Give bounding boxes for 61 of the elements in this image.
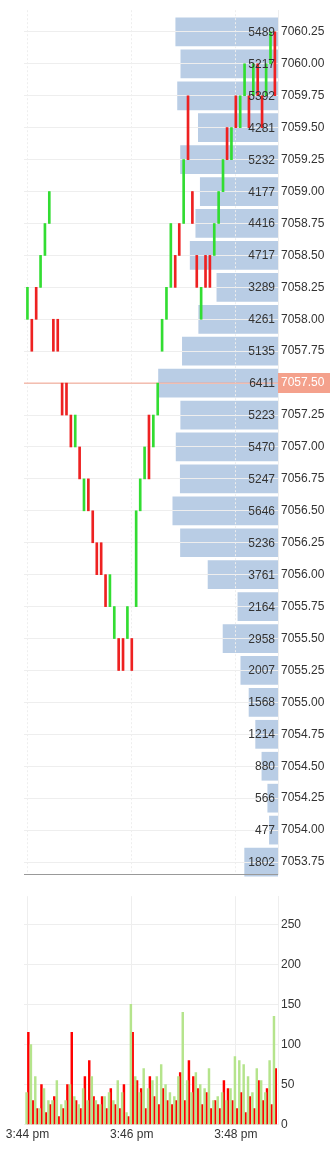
y-tick-label: 7056.25 <box>281 535 325 550</box>
y-tick-label: 7059.00 <box>281 183 325 198</box>
y-tick-label: 7060.25 <box>281 24 325 39</box>
data-label: 566 <box>254 791 275 806</box>
data-label: 6411 <box>249 376 275 391</box>
data-label: 5247 <box>248 471 275 486</box>
data-label: 4261 <box>248 312 275 327</box>
y-tick-label: 7055.25 <box>281 662 325 677</box>
y-tick-label: 7057.75 <box>281 343 325 358</box>
y-tick-label: 7057.00 <box>281 439 325 454</box>
data-label: 3289 <box>248 280 275 295</box>
y-tick-label: 7053.75 <box>281 854 325 869</box>
y-tick-label: 0 <box>281 1116 288 1131</box>
data-label: 4281 <box>248 120 275 135</box>
data-label: 1568 <box>248 695 275 710</box>
y-tick-label: 7054.75 <box>281 726 325 741</box>
x-tick-label: 3:48 pm <box>214 1127 258 1142</box>
y-tick-label: 7057.25 <box>281 407 325 422</box>
data-label: 4717 <box>248 248 275 263</box>
data-label: 5236 <box>248 535 275 550</box>
y-tick-label: 7056.75 <box>281 471 325 486</box>
y-tick-label: 7058.75 <box>281 215 325 230</box>
y-tick-label: 150 <box>281 996 302 1011</box>
y-tick-label: 7054.00 <box>281 822 325 837</box>
data-label: 1802 <box>248 855 275 870</box>
y-tick-label: 7058.50 <box>281 247 325 262</box>
data-label: 3761 <box>248 567 275 582</box>
x-tick-label: 3:44 pm <box>5 1127 50 1142</box>
ref-line-label: 7057.50 <box>281 375 325 390</box>
data-label: 4416 <box>248 216 275 231</box>
data-label: 1214 <box>248 727 275 742</box>
y-tick-label: 7055.50 <box>281 630 325 645</box>
data-label: 880 <box>254 759 275 774</box>
y-tick-label: 7056.50 <box>281 503 325 518</box>
data-label: 5646 <box>248 503 275 518</box>
y-tick-label: 7055.75 <box>281 598 325 613</box>
y-tick-label: 200 <box>281 956 302 971</box>
y-tick-label: 7060.00 <box>281 56 325 71</box>
data-label: 5470 <box>248 439 275 454</box>
y-tick-label: 7054.25 <box>281 790 325 805</box>
data-label: 4177 <box>248 184 275 199</box>
y-tick-label: 7058.25 <box>281 279 325 294</box>
y-tick-label: 7055.00 <box>281 694 325 709</box>
y-tick-label: 7059.50 <box>281 120 325 135</box>
y-tick-label: 7058.00 <box>281 311 325 326</box>
data-label: 5223 <box>248 408 275 423</box>
y-tick-label: 250 <box>281 916 302 931</box>
data-label: 2007 <box>248 663 275 678</box>
data-label: 5135 <box>248 344 275 359</box>
data-label: 477 <box>254 823 275 838</box>
x-tick-label: 3:46 pm <box>110 1127 154 1142</box>
y-tick-label: 7054.50 <box>281 758 325 773</box>
data-label: 2164 <box>248 599 275 614</box>
data-label: 2958 <box>248 631 275 646</box>
data-label: 5489 <box>248 24 275 39</box>
y-tick-label: 7056.00 <box>281 566 325 581</box>
y-tick-label: 50 <box>281 1076 295 1091</box>
y-tick-label: 7059.75 <box>281 88 325 103</box>
y-tick-label: 7059.25 <box>281 151 325 166</box>
y-tick-label: 100 <box>281 1036 302 1051</box>
data-label: 5232 <box>248 152 275 167</box>
